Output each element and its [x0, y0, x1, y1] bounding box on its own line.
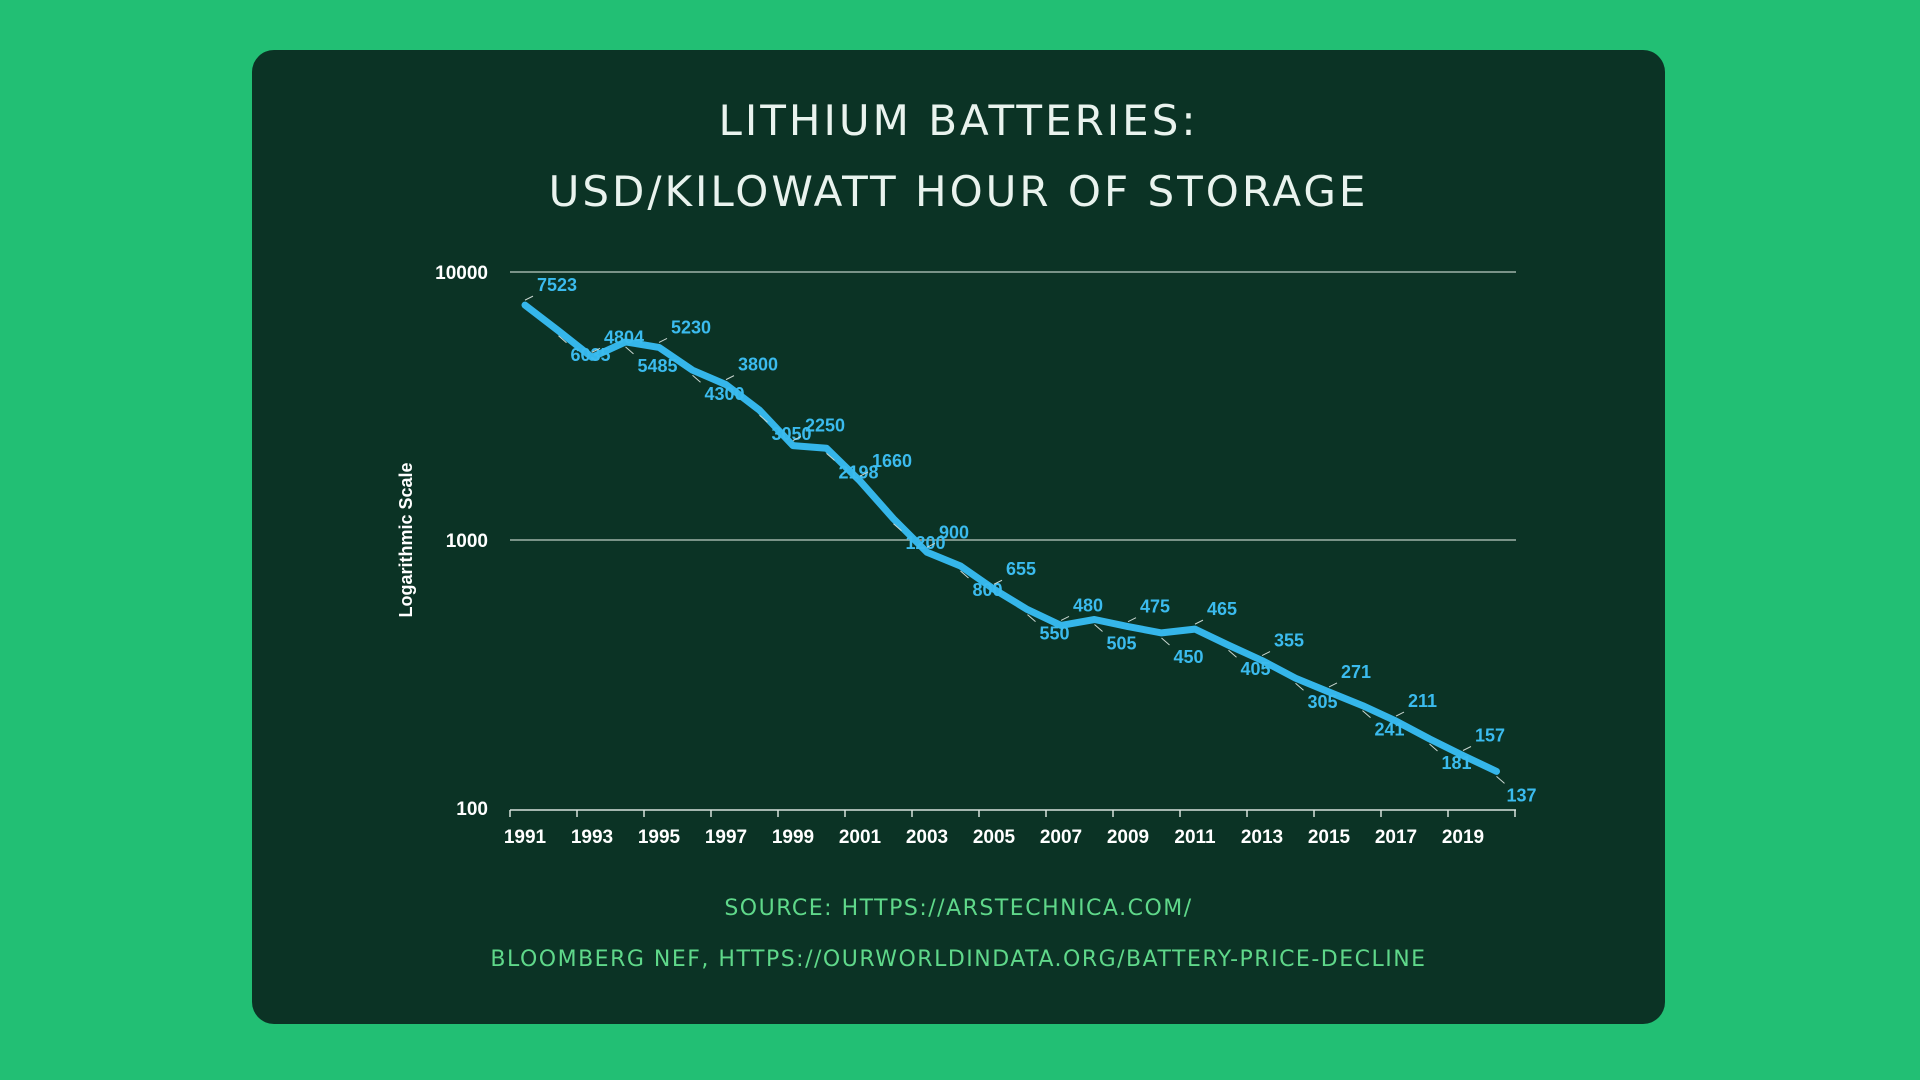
chart-card: LITHIUM BATTERIES: USD/KILOWATT HOUR OF …: [252, 50, 1665, 1024]
leader-line-2009: [1127, 617, 1137, 623]
data-label-2002: 1200: [906, 533, 946, 553]
x-tick-label-2001: 2001: [839, 827, 882, 848]
y-tick-label-10000: 10000: [435, 263, 488, 284]
data-label-2004: 800: [973, 580, 1003, 600]
leader-line-1991: [524, 295, 534, 301]
leader-line-2017: [1395, 711, 1405, 717]
leader-line-2015: [1328, 682, 1338, 688]
data-label-2014: 305: [1308, 692, 1338, 712]
data-label-1999: 2250: [805, 416, 845, 436]
leader-line-1997: [725, 375, 735, 381]
x-tick-label-2019: 2019: [1442, 827, 1484, 848]
data-label-1997: 3800: [738, 355, 778, 375]
data-label-2005: 655: [1006, 559, 1036, 579]
leader-line-2005: [993, 579, 1003, 585]
data-label-1991: 7523: [537, 275, 577, 295]
x-tick-label-1997: 1997: [705, 827, 747, 848]
leader-line-2012: [1228, 649, 1237, 658]
x-tick-label-1999: 1999: [772, 827, 814, 848]
leader-line-2003: [926, 542, 936, 548]
leader-line-2007: [1060, 615, 1070, 621]
data-label-2007: 480: [1073, 595, 1103, 615]
y-tick-label-1000: 1000: [446, 531, 488, 552]
leader-line-1996: [692, 374, 701, 383]
series-line: [521, 301, 1500, 775]
x-tick-label-2013: 2013: [1241, 827, 1283, 848]
data-label-2011: 465: [1207, 599, 1237, 619]
data-label-2015: 271: [1341, 662, 1371, 682]
source-line-2: BLOOMBERG NEF, HTTPS://OURWORLDINDATA.OR…: [490, 947, 1427, 972]
axis-layer: 100 1000 10000 1991 1993 1995 1997 1999 2001 2003…: [435, 263, 1516, 848]
leader-line-2000: [826, 452, 835, 461]
data-label-2018: 181: [1442, 753, 1472, 773]
leader-line-1994: [625, 346, 634, 355]
x-tick-label-2007: 2007: [1040, 827, 1082, 848]
y-tick-label-100: 100: [456, 799, 488, 820]
data-label-2020: 137: [1507, 785, 1537, 805]
leader-line-2004: [960, 570, 969, 579]
series-layer: [521, 301, 1500, 775]
leader-line-2016: [1362, 710, 1371, 718]
leader-line-2006: [1027, 614, 1036, 622]
source-line-1: SOURCE: HTTPS://ARSTECHNICA.COM/: [724, 896, 1193, 921]
data-label-2008: 505: [1107, 634, 1137, 654]
leader-line-2008: [1094, 624, 1103, 632]
data-label-1994: 5485: [638, 356, 678, 376]
chart-title-line-2: USD/KILOWATT HOUR OF STORAGE: [548, 167, 1369, 216]
x-tick-label-1993: 1993: [571, 827, 613, 848]
leader-line-2013: [1261, 651, 1271, 656]
grid-layer: [510, 271, 1516, 541]
leader-line-2020: [1496, 775, 1505, 784]
leader-line-1999: [792, 436, 802, 442]
leader-line-2010: [1161, 637, 1170, 646]
data-label-1995: 5230: [671, 317, 711, 337]
data-label-2019: 157: [1475, 725, 1505, 745]
data-label-2001: 1660: [872, 451, 912, 471]
x-tick-label-1995: 1995: [638, 827, 681, 848]
data-label-2012: 405: [1241, 659, 1271, 679]
x-tick-label-2015: 2015: [1308, 827, 1351, 848]
data-label-2003: 900: [939, 522, 969, 542]
leader-line-2014: [1295, 682, 1304, 691]
leader-line-2019: [1462, 746, 1472, 751]
data-label-2000: 2198: [839, 462, 879, 482]
line-chart: 100 1000 10000 1991 1993 1995 1997 1999 2001 2003…: [396, 263, 1537, 848]
leader-line-1995: [658, 337, 668, 343]
x-tick-label-2003: 2003: [906, 827, 948, 848]
x-tick-label-1991: 1991: [504, 827, 547, 848]
data-label-2013: 355: [1274, 631, 1304, 651]
x-tick-label-2017: 2017: [1375, 827, 1417, 848]
leader-line-2011: [1194, 619, 1204, 625]
data-label-2017: 211: [1408, 691, 1437, 711]
data-label-1993: 4804: [604, 327, 644, 347]
data-label-1998: 3050: [772, 424, 812, 444]
leader-line-2018: [1429, 743, 1438, 752]
data-label-2009: 475: [1140, 597, 1170, 617]
leader-line-1993: [591, 347, 601, 353]
data-label-2016: 241: [1375, 720, 1405, 740]
data-label-2006: 550: [1040, 624, 1070, 644]
y-axis-title: Logarithmic Scale: [396, 462, 416, 617]
leader-line-2001: [859, 471, 869, 477]
chart-title-line-1: LITHIUM BATTERIES:: [718, 96, 1199, 145]
data-label-1992: 6035: [571, 345, 611, 365]
leader-line-1998: [759, 414, 768, 423]
data-label-1996: 4300: [705, 384, 745, 404]
leader-line-2002: [893, 523, 902, 532]
x-tick-label-2009: 2009: [1107, 827, 1149, 848]
x-tick-label-2005: 2005: [973, 827, 1016, 848]
x-tick-label-2011: 2011: [1174, 827, 1216, 848]
leader-line-1992: [558, 335, 567, 344]
data-label-2010: 450: [1174, 647, 1204, 667]
